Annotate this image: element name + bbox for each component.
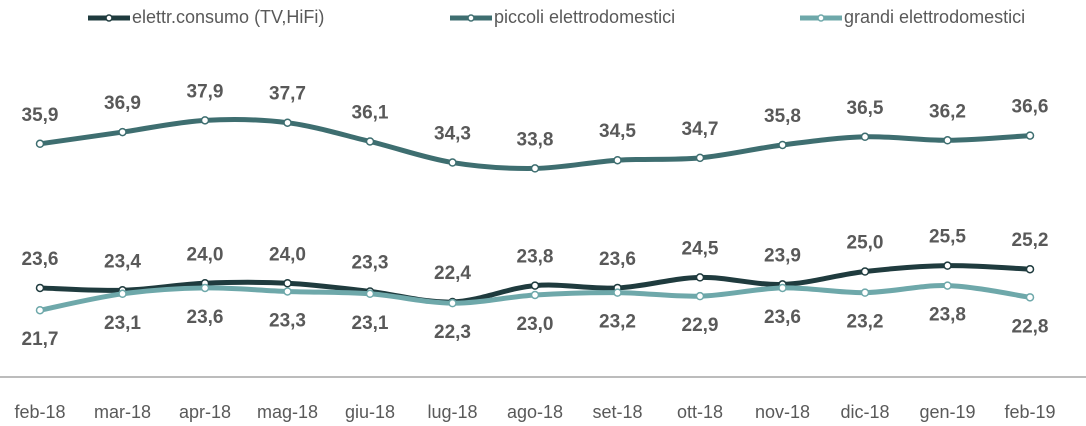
data-label: 23,4 xyxy=(104,251,141,272)
point xyxy=(35,283,45,293)
point xyxy=(695,273,705,282)
x-tick-label: nov-18 xyxy=(755,402,810,422)
point xyxy=(200,283,210,293)
x-tick-label: ago-18 xyxy=(507,402,563,422)
data-label: 22,8 xyxy=(1012,316,1049,337)
data-label: 23,3 xyxy=(352,252,389,273)
x-tick-label: mag-18 xyxy=(257,402,318,422)
data-label: 23,0 xyxy=(517,314,554,335)
point xyxy=(943,136,952,145)
legend-label: elettr.consumo (TV,HiFi) xyxy=(132,7,324,27)
point xyxy=(530,164,540,173)
x-tick-label: feb-19 xyxy=(1004,402,1055,422)
point xyxy=(943,281,952,290)
data-label: 22,4 xyxy=(434,263,471,284)
point xyxy=(365,137,375,146)
point xyxy=(35,139,45,149)
point xyxy=(778,283,787,293)
data-label: 21,7 xyxy=(22,329,59,350)
data-label: 22,3 xyxy=(434,322,471,343)
data-label: 24,5 xyxy=(682,238,719,259)
data-label: 36,1 xyxy=(352,102,389,123)
data-label: 34,7 xyxy=(682,119,719,140)
point xyxy=(695,153,705,163)
x-tick-label: set-18 xyxy=(592,402,642,422)
point xyxy=(448,298,457,308)
data-label: 34,3 xyxy=(434,124,471,145)
data-label: 22,9 xyxy=(682,315,719,336)
point xyxy=(1025,293,1035,302)
data-label: 34,5 xyxy=(599,121,636,142)
point xyxy=(1025,264,1035,274)
point xyxy=(860,267,870,276)
x-tick-label: giu-18 xyxy=(345,402,395,422)
data-label: 23,3 xyxy=(269,310,306,331)
x-tick-label: feb-18 xyxy=(14,402,65,422)
legend-label: piccoli elettrodomestici xyxy=(494,7,675,27)
data-label: 25,5 xyxy=(929,227,966,248)
data-label: 23,1 xyxy=(104,313,141,334)
data-label: 37,9 xyxy=(187,81,224,102)
data-label: 37,7 xyxy=(269,84,306,105)
data-label: 35,9 xyxy=(22,105,59,126)
point xyxy=(283,287,292,296)
x-tick-label: gen-19 xyxy=(919,402,975,422)
point xyxy=(200,116,210,125)
data-label: 23,6 xyxy=(22,249,59,270)
data-label: 24,0 xyxy=(269,244,306,265)
point xyxy=(530,281,540,290)
point xyxy=(778,140,787,150)
point xyxy=(530,290,540,300)
data-label: 25,2 xyxy=(1012,230,1049,251)
point xyxy=(1025,131,1035,140)
data-label: 24,0 xyxy=(187,244,224,265)
x-tick-label: apr-18 xyxy=(179,402,231,422)
point xyxy=(448,158,457,167)
point xyxy=(943,261,952,270)
data-label: 23,6 xyxy=(764,307,801,328)
data-label: 36,5 xyxy=(847,98,884,119)
x-tick-label: lug-18 xyxy=(427,402,477,422)
point xyxy=(613,288,622,297)
point xyxy=(860,288,870,297)
point xyxy=(695,291,705,301)
point xyxy=(365,289,375,299)
data-label: 23,2 xyxy=(847,312,884,333)
data-label: 36,9 xyxy=(104,93,141,114)
legend-marker xyxy=(105,14,113,22)
x-tick-label: dic-18 xyxy=(840,402,889,422)
x-tick-label: mar-18 xyxy=(94,402,151,422)
x-tick-label: ott-18 xyxy=(677,402,723,422)
legend-label: grandi elettrodomestici xyxy=(844,7,1025,27)
data-label: 23,8 xyxy=(929,305,966,326)
point xyxy=(118,127,127,137)
point xyxy=(860,132,870,142)
data-label: 36,6 xyxy=(1012,97,1049,118)
legend-marker xyxy=(467,14,475,22)
point xyxy=(283,118,292,127)
data-label: 23,9 xyxy=(764,245,801,266)
data-label: 23,6 xyxy=(599,249,636,270)
data-label: 36,2 xyxy=(929,101,966,122)
data-label: 23,6 xyxy=(187,307,224,328)
data-label: 35,8 xyxy=(764,106,801,127)
data-label: 23,8 xyxy=(517,247,554,268)
data-label: 33,8 xyxy=(517,129,554,150)
data-label: 23,1 xyxy=(352,313,389,334)
legend-marker xyxy=(817,14,825,22)
point xyxy=(283,279,292,288)
data-label: 23,2 xyxy=(599,312,636,333)
point xyxy=(613,155,622,165)
data-label: 25,0 xyxy=(847,233,884,254)
point xyxy=(35,305,45,315)
point xyxy=(118,289,127,299)
